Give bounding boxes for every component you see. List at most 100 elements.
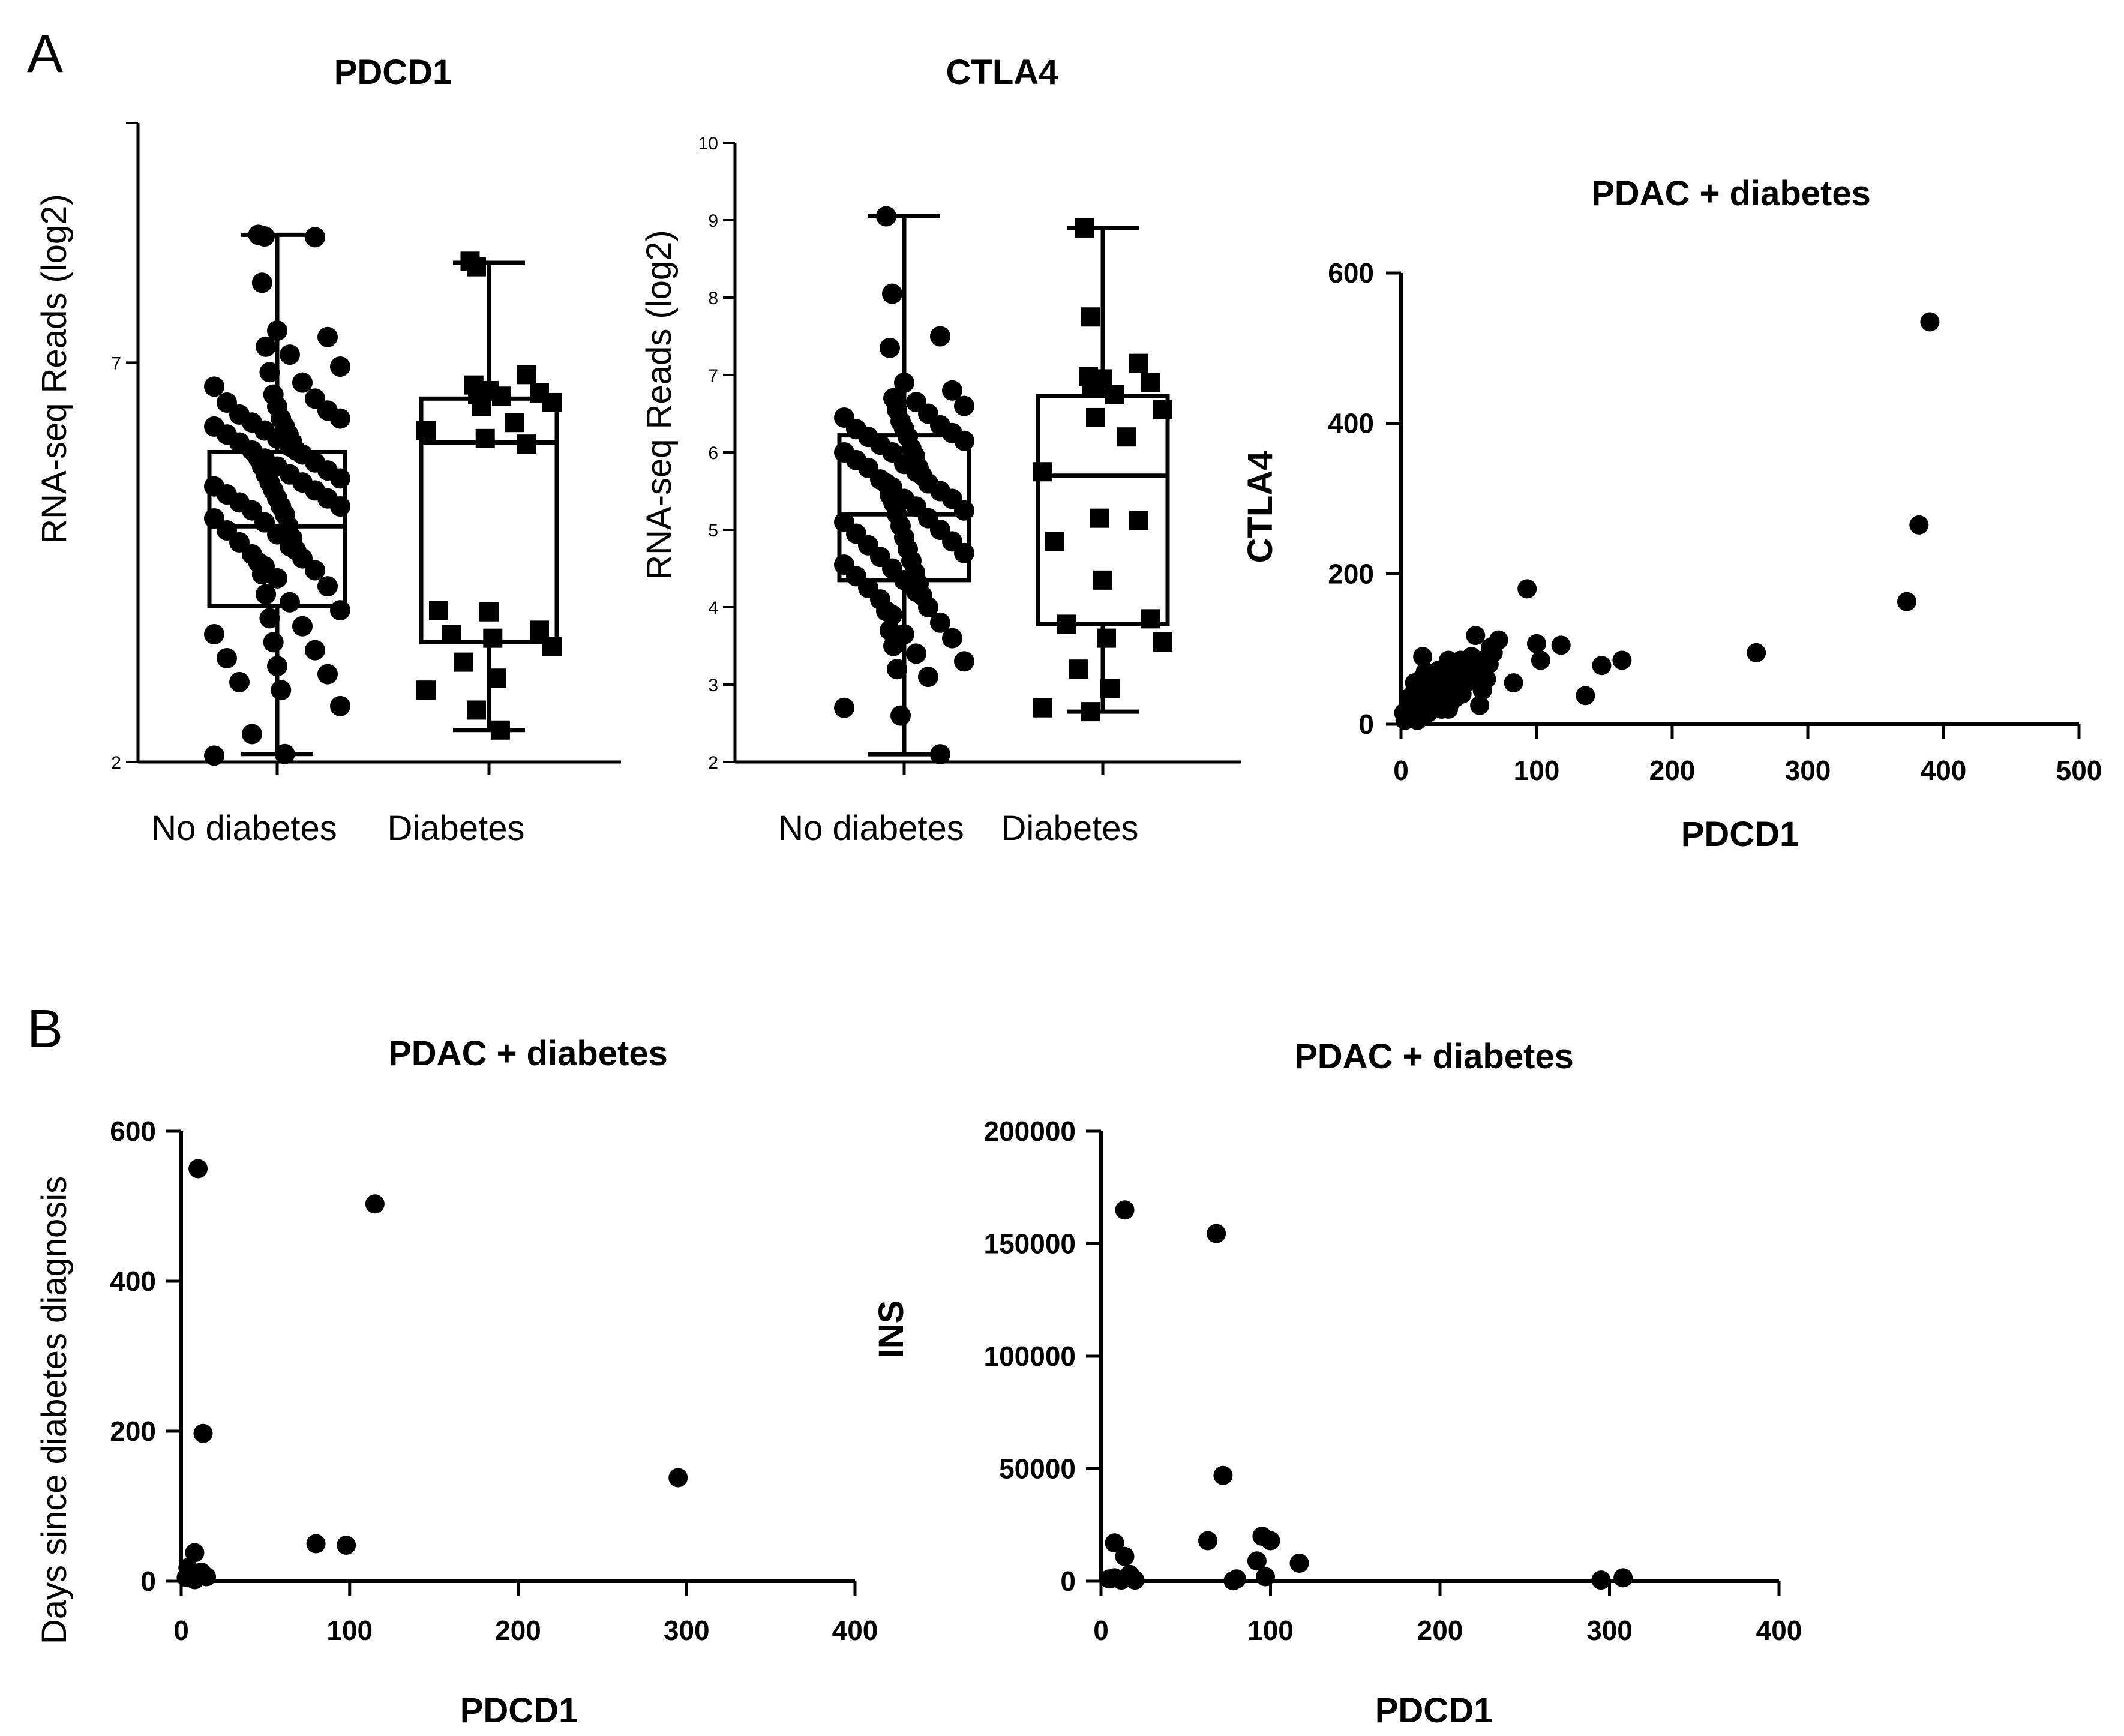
data-point — [251, 272, 272, 293]
x-tick-label: 300 — [1586, 1615, 1633, 1646]
y-tick-label: 5 — [708, 521, 718, 541]
data-point — [1125, 1570, 1145, 1590]
data-point-square — [1082, 377, 1102, 397]
data-point-square — [1153, 632, 1172, 652]
data-point-square — [1033, 698, 1052, 718]
y-tick-label: 400 — [110, 1266, 156, 1297]
data-point-square — [1105, 385, 1124, 404]
data-point — [267, 568, 287, 589]
data-point-square — [1069, 659, 1088, 679]
y-tick-label: 0 — [1060, 1566, 1076, 1597]
data-point — [954, 430, 974, 451]
data-point — [1517, 579, 1537, 599]
y-tick-label: 600 — [110, 1116, 156, 1147]
data-point — [880, 337, 900, 358]
y-tick-label: 100000 — [984, 1341, 1076, 1372]
data-point-square — [1057, 614, 1076, 634]
ctla4-boxplot: 2 3 4 5 6 7 8 9 10 CTLA4 RNA-seq Reads (log2) No di… — [640, 53, 1241, 848]
data-point-square — [1081, 307, 1100, 327]
data-point — [292, 372, 313, 393]
data-point — [229, 671, 250, 692]
data-point — [1256, 1567, 1276, 1587]
data-point — [1413, 647, 1433, 667]
data-point-square — [467, 700, 486, 720]
data-point — [1261, 1531, 1280, 1551]
data-point — [280, 592, 300, 613]
chart-title: PDAC + diabetes — [388, 1034, 668, 1073]
data-point-square — [429, 601, 448, 620]
data-point — [1207, 1224, 1226, 1243]
data-point — [337, 1536, 356, 1555]
data-point-square — [1086, 407, 1105, 427]
data-point — [894, 372, 914, 393]
y-tick-label: 0 — [1358, 709, 1374, 740]
y-tick-label: 2 — [111, 753, 121, 773]
data-point — [256, 336, 277, 357]
data-point — [1470, 695, 1490, 715]
data-point-square — [1090, 508, 1109, 528]
data-point-square — [1097, 628, 1116, 648]
data-point — [365, 1194, 385, 1214]
data-point — [1432, 699, 1451, 719]
x-axis-label: PDCD1 — [1681, 815, 1799, 854]
y-axis-label: RNA-seq Reads (log2) — [640, 230, 679, 580]
data-point — [263, 632, 284, 653]
x-axis-label: PDCD1 — [460, 1691, 578, 1730]
data-point — [271, 680, 292, 701]
data-point — [1920, 312, 1940, 332]
y-tick-label: 6 — [708, 443, 718, 463]
y-tick-label: 200000 — [984, 1116, 1076, 1147]
data-point — [292, 616, 313, 637]
data-point-square — [1117, 427, 1136, 447]
category-label: No diabetes — [778, 809, 964, 848]
data-point — [317, 664, 338, 685]
y-tick-label: 4 — [708, 598, 718, 618]
data-point — [882, 604, 902, 625]
x-tick-label: 0 — [1393, 755, 1409, 786]
data-point-square — [490, 720, 510, 740]
y-axis-label: INS — [872, 1300, 911, 1359]
x-axis-label: PDCD1 — [1375, 1691, 1493, 1730]
x-tick-label: 200 — [1417, 1615, 1463, 1646]
data-point-square — [517, 434, 536, 454]
data-point — [883, 635, 904, 656]
data-point — [1747, 643, 1766, 662]
data-point — [256, 584, 277, 605]
data-point-square — [492, 386, 511, 406]
data-point — [1408, 710, 1427, 730]
data-point — [204, 376, 224, 397]
ctla4-vs-pdcd1-scatter: 0 100 200 300 400 500 0 200 400 600 PDAC + diabete… — [1241, 174, 2102, 854]
data-point — [887, 659, 907, 680]
data-point — [176, 1567, 196, 1587]
chart-title: PDAC + diabetes — [1591, 174, 1871, 213]
data-point — [259, 608, 280, 629]
data-point — [330, 408, 350, 429]
chart-title: PDAC + diabetes — [1294, 1037, 1574, 1076]
data-point-square — [1081, 702, 1100, 722]
data-point — [254, 226, 275, 247]
data-point — [930, 744, 950, 765]
y-tick-label: 9 — [708, 211, 718, 231]
chart-title: CTLA4 — [946, 53, 1058, 92]
data-point — [267, 656, 287, 677]
x-tick-label: 100 — [326, 1615, 373, 1646]
data-point-square — [1033, 462, 1052, 482]
data-point — [204, 624, 224, 644]
y-tick-label: 150000 — [984, 1228, 1076, 1260]
data-point — [204, 745, 224, 766]
data-point-square — [1093, 570, 1112, 590]
data-point — [882, 283, 902, 304]
data-point — [1612, 650, 1632, 670]
data-point — [1115, 1200, 1135, 1220]
data-point — [930, 612, 950, 633]
data-point — [1100, 1569, 1120, 1589]
data-point — [317, 576, 338, 597]
data-point — [217, 647, 237, 668]
data-point-square — [472, 397, 491, 416]
data-point — [930, 326, 950, 347]
y-tick-label: 10 — [698, 134, 718, 154]
data-point — [330, 356, 350, 377]
y-tick-label: 600 — [1328, 257, 1374, 289]
data-point — [954, 500, 974, 521]
y-tick-label: 7 — [111, 353, 121, 373]
